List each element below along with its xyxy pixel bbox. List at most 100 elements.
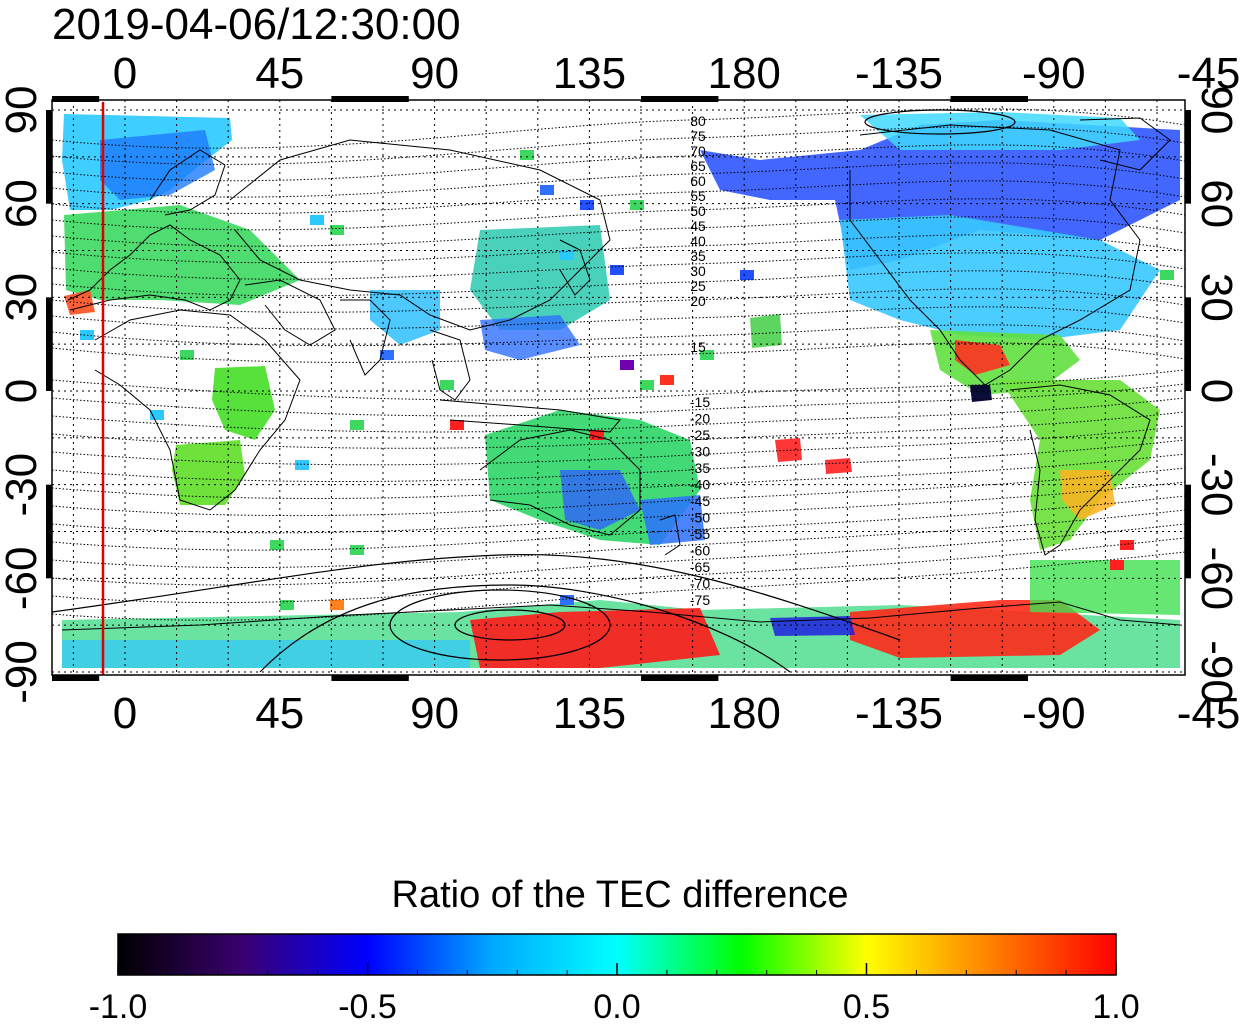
data-patch-dark-spot (970, 385, 992, 402)
contour-line-north (52, 108, 1185, 149)
contour-line-north (52, 270, 1185, 297)
data-speck (310, 215, 324, 225)
contour-line-north (52, 216, 1185, 247)
contour-line-north (52, 234, 1185, 264)
bottom-lon-label: -90 (1022, 689, 1086, 738)
data-patch-antarctic-cyan (62, 640, 470, 668)
contour-line-north (52, 342, 1185, 363)
data-speck (280, 600, 294, 610)
map-plot-area (51, 99, 1186, 676)
right-lat-label: 30 (1192, 273, 1240, 322)
contour-line-north (52, 306, 1185, 330)
data-speck (660, 375, 674, 385)
data-speck (610, 265, 624, 275)
data-speck (150, 410, 164, 420)
contour-line-south (52, 383, 1185, 417)
contour-label-south: -70 (690, 576, 710, 592)
bottom-lon-label: 180 (707, 689, 780, 738)
left-lat-label: -30 (0, 453, 46, 517)
bottom-lon-label: 135 (553, 689, 626, 738)
data-patch-north-america-north (700, 120, 1180, 270)
data-patch-iberia-red (64, 290, 95, 315)
data-speck (380, 350, 394, 360)
colorbar-tick-label: 1.0 (1092, 988, 1139, 1024)
colorbar-title: Ratio of the TEC difference (391, 874, 849, 916)
colorbar-tick-label: -0.5 (338, 988, 397, 1024)
contour-label-north: 20 (690, 293, 706, 309)
contour-line-north (52, 180, 1185, 214)
top-lon-label: 45 (255, 49, 304, 98)
contour-label-north: 60 (690, 173, 706, 189)
contour-label-north: 15 (690, 339, 706, 355)
left-lat-label: -60 (0, 547, 46, 611)
north-pole-contour (864, 109, 1016, 135)
data-speck (270, 540, 284, 550)
south-pole-contour-arc (259, 584, 791, 673)
contour-label-north: 35 (690, 248, 706, 264)
data-speck (640, 380, 654, 390)
contour-label-south: -45 (690, 493, 710, 509)
left-lat-label: -90 (0, 640, 46, 704)
contour-label-south: -30 (690, 444, 710, 460)
contour-label-north: 45 (690, 218, 706, 234)
coastline (340, 299, 391, 376)
data-patch-pacific-red-1 (775, 438, 802, 462)
data-speck (560, 595, 574, 605)
contour-line-south (52, 425, 1185, 466)
data-patch-arctic-cyan (860, 112, 1140, 150)
contour-label-south: -75 (690, 592, 710, 608)
bottom-border-bar (641, 675, 719, 681)
data-patch-antarctic-red-1 (470, 608, 720, 668)
coastline (1009, 384, 1151, 556)
right-border-bar (1185, 297, 1191, 391)
data-patch-nz-blue (640, 495, 705, 545)
contour-line-north (52, 162, 1185, 198)
top-lon-label: 180 (707, 49, 780, 98)
left-border-bar (46, 484, 52, 579)
coastline (61, 601, 1181, 631)
contour-line-north (52, 198, 1185, 231)
right-lat-label: -90 (1192, 640, 1240, 704)
contour-label-south: -25 (690, 427, 710, 443)
bottom-lon-label: 45 (255, 689, 304, 738)
contour-label-south: -65 (690, 559, 710, 575)
data-speck (1120, 540, 1134, 550)
data-patch-south-america-orange (1060, 470, 1115, 520)
contour-line-south (52, 537, 1185, 604)
left-lat-label: 60 (0, 179, 46, 228)
top-border-bar (641, 96, 719, 102)
left-border-bar (46, 110, 52, 204)
data-speck (180, 350, 194, 360)
magnetic-latitude-contours (52, 108, 1185, 673)
timestamp-title: 2019-04-06/12:30:00 (52, 0, 461, 49)
bottom-border-bar (52, 675, 100, 681)
top-border-bar (331, 96, 409, 102)
contour-line-south (52, 439, 1185, 483)
contour-line-south (52, 369, 1185, 401)
data-speck (450, 420, 464, 430)
top-lon-label: -135 (855, 49, 943, 98)
data-speck (620, 360, 634, 370)
data-speck (540, 185, 554, 195)
data-patch-china-coast (480, 315, 580, 360)
map-border-bars (46, 96, 1191, 681)
data-speck (560, 250, 574, 260)
contour-line-north (52, 288, 1185, 313)
south-pole-contour-inner (454, 609, 566, 641)
axis-labels: 0 45 90 135 180 -135 -90 -450 45 90 135 180 -135 -90-… (0, 49, 1240, 738)
contour-line-north (52, 144, 1185, 182)
coastline (659, 514, 681, 556)
data-patch-scandinavia (100, 130, 215, 200)
data-patch-pacific-red-2 (825, 458, 852, 474)
data-speck (295, 460, 309, 470)
data-patch-africa-south (172, 440, 245, 505)
coastline (439, 399, 621, 433)
contour-line-north (52, 252, 1185, 280)
contour-line-south (52, 509, 1185, 569)
bottom-lon-label: 90 (410, 689, 459, 738)
data-speck (520, 150, 534, 160)
coastline (244, 279, 336, 346)
contour-label-north: 40 (690, 233, 706, 249)
contour-line-south (52, 453, 1185, 499)
